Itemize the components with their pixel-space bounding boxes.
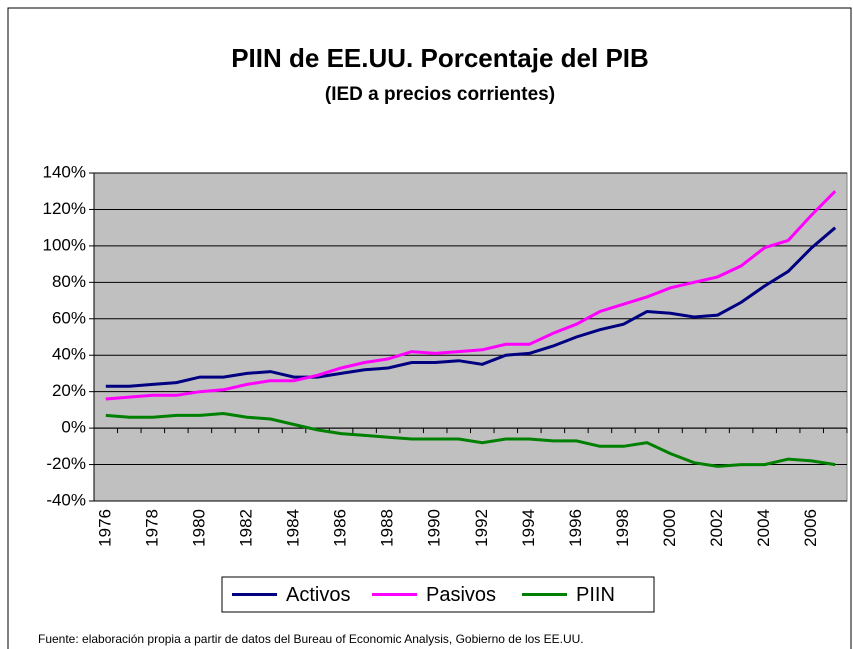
y-tick-label: 120% [43, 199, 86, 218]
x-tick-label: 1994 [519, 509, 538, 547]
legend-label: PIIN [576, 584, 615, 606]
legend-label: Pasivos [426, 584, 496, 606]
x-tick-label: 2002 [707, 509, 726, 547]
x-tick-label: 1976 [95, 509, 114, 547]
y-tick-label: 100% [43, 235, 86, 254]
y-tick-label: -20% [46, 454, 86, 473]
x-tick-label: 1990 [425, 509, 444, 547]
source-note: Fuente: elaboración propia a partir de d… [38, 632, 584, 646]
legend-label: Activos [286, 584, 350, 606]
x-tick-label: 1992 [472, 509, 491, 547]
y-tick-label: 140% [43, 162, 86, 181]
y-tick-label: 20% [52, 381, 86, 400]
x-tick-label: 1988 [378, 509, 397, 547]
legend-box [221, 576, 655, 613]
x-tick-label: 1996 [566, 509, 585, 547]
y-tick-label: 40% [52, 345, 86, 364]
chart-subtitle: (IED a precios corrientes) [325, 84, 555, 105]
y-tick-label: -40% [46, 490, 86, 509]
series-line [105, 226, 837, 388]
series-line [105, 411, 836, 468]
y-tick-label: 80% [52, 272, 86, 291]
x-tick-label: 1982 [236, 509, 255, 547]
series-line [105, 190, 837, 401]
x-tick-label: 2006 [801, 509, 820, 547]
x-tick-label: 1984 [284, 509, 303, 547]
x-tick-label: 1986 [331, 509, 350, 547]
y-tick-label: 0% [61, 418, 86, 437]
chart-title: PIIN de EE.UU. Porcentaje del PIB [231, 43, 649, 73]
x-tick-label: 1980 [189, 509, 208, 547]
x-tick-label: 1978 [142, 509, 161, 547]
x-tick-label: 2000 [660, 509, 679, 547]
x-tick-label: 2004 [754, 509, 773, 547]
x-tick-label: 1998 [613, 509, 632, 547]
plot-area [93, 172, 848, 502]
y-tick-label: 60% [52, 308, 86, 327]
